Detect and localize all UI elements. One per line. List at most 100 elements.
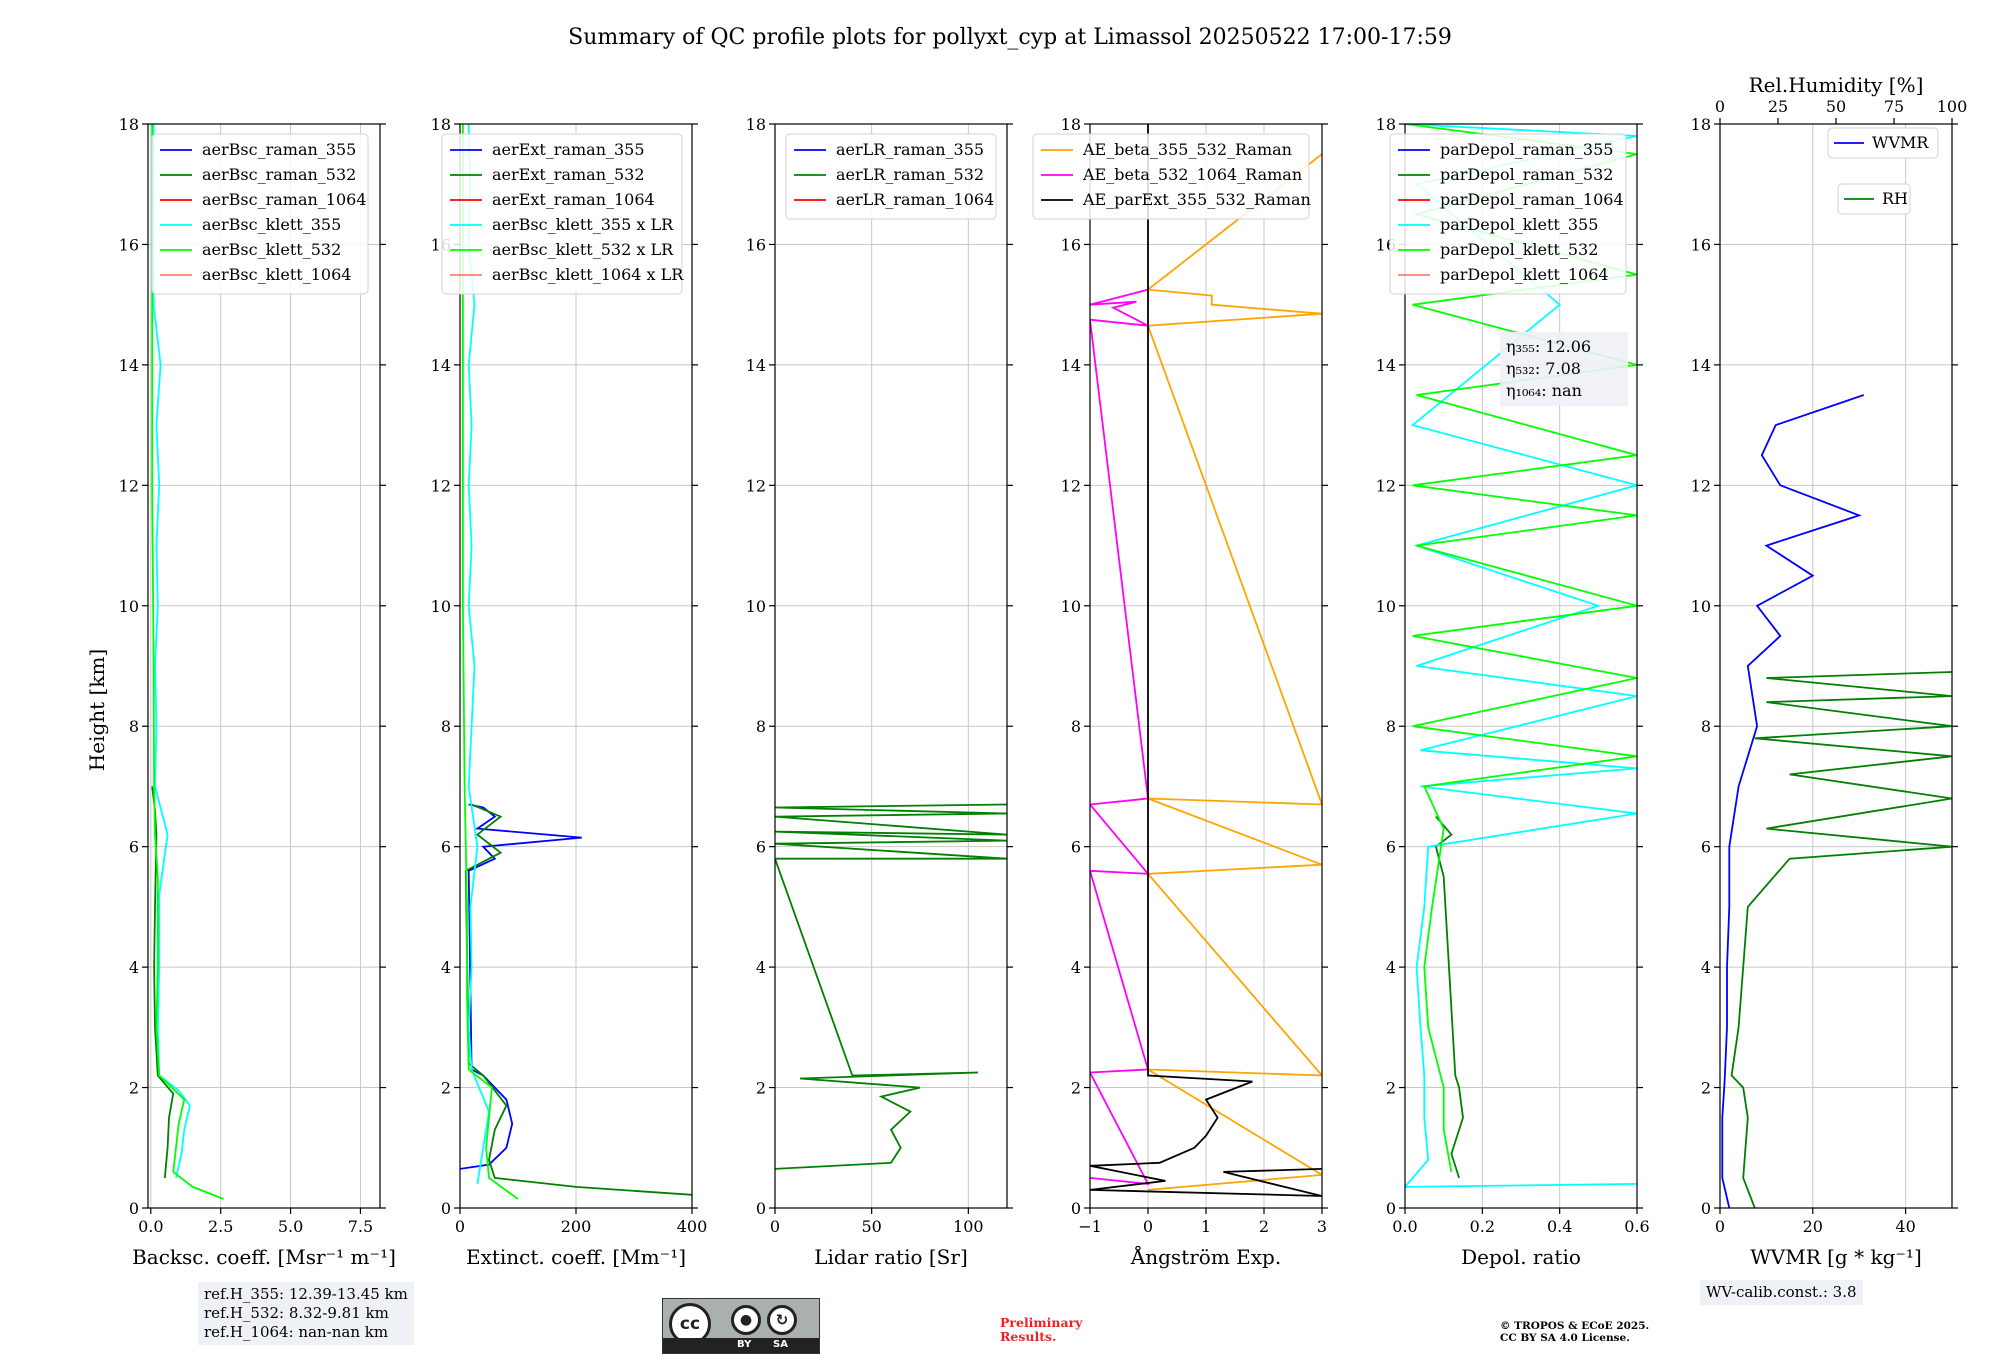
legend: aerBsc_raman_355 aerBsc_raman_532 aerBsc_r… — [151, 133, 369, 295]
copyright-line-1: © TROPOS & ECoE 2025. — [1500, 1320, 1650, 1332]
license-bar: BY SA — [663, 1338, 819, 1353]
x-tick-label: 2 — [1259, 1217, 1269, 1236]
x-tick-label: 3 — [1317, 1217, 1327, 1236]
eta-annotation-box — [1500, 332, 1628, 406]
series-line-WVMR — [1721, 394, 1865, 1208]
series-line-parDepol_klett_355 — [1405, 124, 1637, 1188]
x2-tick-label: 75 — [1884, 97, 1904, 116]
y-tick-label: 10 — [746, 597, 766, 616]
legend-label: aerBsc_klett_355 x LR — [492, 215, 674, 234]
x-tick-label: −1 — [1078, 1217, 1102, 1236]
legend-label: parDepol_klett_532 — [1440, 240, 1598, 259]
license-sa-label: SA — [773, 1339, 788, 1350]
series-group — [775, 803, 1007, 1170]
x-tick-label: 40 — [1895, 1217, 1915, 1236]
x-tick-label: 0 — [1715, 1217, 1725, 1236]
y-tick-label: 4 — [1071, 958, 1081, 977]
x-tick-label: 5.0 — [278, 1217, 303, 1236]
x-tick-label: 200 — [561, 1217, 592, 1236]
legend-box — [151, 133, 369, 295]
legend-label: RH — [1882, 189, 1908, 208]
legend-label: aerBsc_klett_1064 — [202, 265, 351, 284]
panel-3: 0 2 4 6 8 10 12 14 16 18 0 50 100 Lidar ratio [Sr] aer… — [746, 115, 1013, 1269]
legend-label: aerLR_raman_355 — [836, 140, 984, 159]
series-line-aerLR_raman_532 — [775, 803, 1007, 1170]
series-line-aerBsc_klett_355 — [152, 124, 191, 1179]
y-tick-label: 4 — [441, 958, 451, 977]
legend-box — [1827, 127, 1939, 159]
legend-label: AE_parExt_355_532_Raman — [1082, 190, 1311, 209]
legend-label: WVMR — [1872, 133, 1929, 152]
ref-height-355: ref.H_355: 12.39-13.45 km — [204, 1285, 408, 1303]
legend: AE_beta_355_532_Raman AE_beta_532_1064_Ra… — [1032, 133, 1311, 220]
x2-tick-label: 100 — [1937, 97, 1968, 116]
legend-box — [441, 133, 683, 295]
x-axis-label: Backsc. coeff. [Msr⁻¹ m⁻¹] — [132, 1245, 396, 1269]
legend-box — [1389, 133, 1627, 295]
wv-calibration-box: WV-calib.const.: 3.8 — [1700, 1280, 1863, 1305]
y-tick-label: 6 — [1701, 838, 1711, 857]
legend-label: aerBsc_raman_1064 — [202, 190, 367, 209]
y-tick-label: 0 — [129, 1199, 139, 1218]
x-tick-label: 0.0 — [138, 1217, 163, 1236]
eta-annotation-text: η₅₃₂: 7.08 — [1506, 359, 1581, 378]
series-line-aerBsc_klett_532 x LR — [462, 124, 519, 1200]
series-group — [151, 124, 224, 1200]
eta-annotation-text: η₁₀₆₄: nan — [1506, 381, 1582, 400]
x-axis-label: WVMR [g * kg⁻¹] — [1750, 1245, 1922, 1269]
legend-label: parDepol_raman_532 — [1440, 165, 1613, 184]
series-line-AE_beta_355_532_Raman — [1144, 153, 1322, 1191]
series-line-parDepol_raman_532 — [1434, 816, 1464, 1179]
legend-label: aerExt_raman_355 — [492, 140, 645, 159]
y-tick-label: 6 — [441, 838, 451, 857]
legend-label: parDepol_klett_1064 — [1440, 265, 1609, 284]
y-tick-label: 8 — [1701, 717, 1711, 736]
x-axis-label: Depol. ratio — [1461, 1245, 1581, 1269]
y-tick-label: 18 — [119, 115, 139, 134]
legend-label: aerExt_raman_532 — [492, 165, 645, 184]
x-axis-label: Extinct. coeff. [Mm⁻¹] — [466, 1245, 686, 1269]
copyright-line-2: CC BY SA 4.0 License. — [1500, 1332, 1630, 1344]
plot-frame — [147, 123, 381, 1209]
preliminary-line-2: Results. — [1000, 1329, 1057, 1344]
y-tick-label: 18 — [431, 115, 451, 134]
series-group — [1721, 394, 1952, 1208]
y-tick-label: 2 — [756, 1079, 766, 1098]
y-tick-label: 12 — [1691, 476, 1711, 495]
x-tick-label: 100 — [953, 1217, 984, 1236]
y-tick-label: 2 — [1071, 1079, 1081, 1098]
y-tick-label: 16 — [1691, 235, 1711, 254]
series-line-AE_beta_532_1064_Raman — [1090, 288, 1151, 1185]
y-tick-label: 14 — [1691, 356, 1711, 375]
legend-label: AE_beta_532_1064_Raman — [1082, 165, 1302, 184]
y-tick-label: 12 — [431, 476, 451, 495]
legend-label: aerBsc_klett_355 — [202, 215, 341, 234]
y-tick-label: 14 — [1061, 356, 1081, 375]
y-tick-label: 12 — [1061, 476, 1081, 495]
panel-1: 0 2 4 6 8 10 12 14 16 18 0.0 2.5 5.0 7.5 Backsc. coeff… — [119, 115, 396, 1269]
series-line-aerBsc_klett_355 x LR — [467, 124, 490, 1185]
y-tick-label: 16 — [746, 235, 766, 254]
series-line-parDepol_klett_532 — [1405, 124, 1637, 1173]
series-line-aerExt_raman_355 — [460, 803, 582, 1170]
series-group — [1405, 124, 1637, 1188]
preliminary-line-1: Preliminary — [1000, 1315, 1083, 1330]
preliminary-notice: Preliminary Results. — [1000, 1316, 1082, 1344]
legend-label: aerBsc_klett_532 — [202, 240, 341, 259]
y-tick-label: 6 — [1071, 838, 1081, 857]
y-tick-label: 8 — [441, 717, 451, 736]
x-tick-label: 400 — [677, 1217, 708, 1236]
legend-label: aerExt_raman_1064 — [492, 190, 655, 209]
legend-box — [785, 133, 997, 220]
y-tick-label: 14 — [119, 356, 139, 375]
y-tick-label: 8 — [756, 717, 766, 736]
plot-frame — [1404, 123, 1638, 1209]
y-tick-label: 4 — [1701, 958, 1711, 977]
x-tick-label: 0.4 — [1547, 1217, 1572, 1236]
wv-calibration-constant: WV-calib.const.: 3.8 — [1706, 1283, 1857, 1301]
series-line-RH — [1730, 671, 1952, 1208]
plot-frame — [1719, 123, 1953, 1209]
series-group — [460, 124, 692, 1200]
